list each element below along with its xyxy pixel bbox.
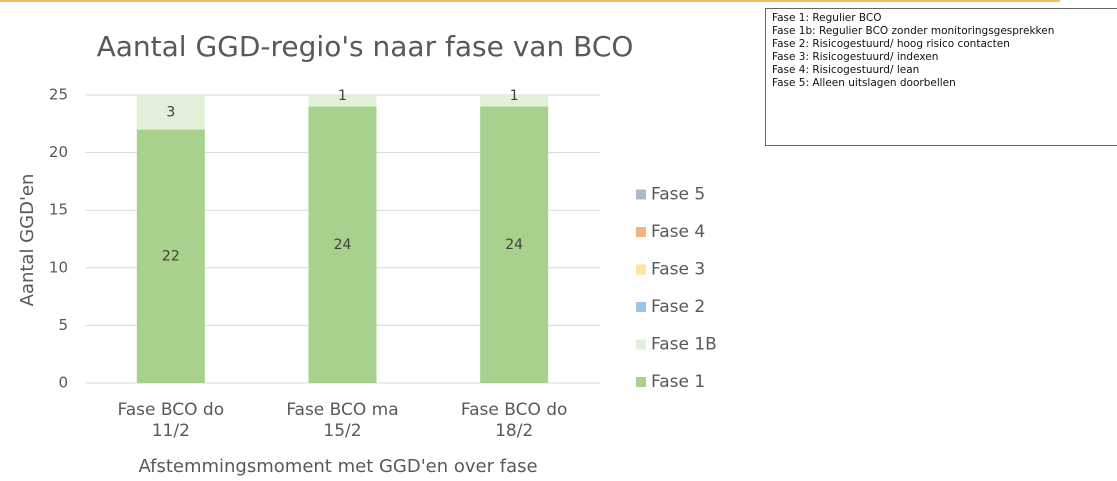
bar-segment <box>136 95 205 130</box>
y-tick-label: 5 <box>58 316 68 334</box>
legend-label: Fase 1B <box>651 335 717 355</box>
legend-label: Fase 2 <box>651 297 705 317</box>
bar-segment <box>480 106 549 384</box>
note-line: Fase 4: Risicogestuurd/ lean <box>772 64 920 76</box>
legend-label: Fase 4 <box>651 222 705 242</box>
note-line: Fase 1b: Regulier BCO zonder monitorings… <box>772 25 1055 37</box>
data-label: 1 <box>338 88 347 104</box>
bar-segment <box>308 95 377 107</box>
y-tick-label: 0 <box>58 374 68 392</box>
x-tick-label: Fase BCO ma 15/2 <box>286 400 399 441</box>
x-tick-label: Fase BCO do 11/2 <box>117 400 225 441</box>
note-line: Fase 3: Risicogestuurd/ indexen <box>772 51 939 63</box>
notes-box: Fase 1: Regulier BCO Fase 1b: Regulier BC… <box>765 8 1117 146</box>
legend-label: Fase 1 <box>651 372 705 392</box>
note-line: Fase 2: Risicogestuurd/ hoog risico cont… <box>772 38 1010 50</box>
note-line: Fase 1: Regulier BCO <box>772 12 882 24</box>
legend-swatch <box>636 302 646 312</box>
legend-label: Fase 3 <box>651 260 705 280</box>
legend-swatch <box>636 264 646 275</box>
legend-swatch <box>636 377 646 387</box>
legend-label: Fase 5 <box>651 185 705 205</box>
data-label: 3 <box>166 104 175 120</box>
y-tick-label: 15 <box>49 201 68 219</box>
legend-swatch <box>636 189 646 200</box>
x-axis-label: Afstemmingsmoment met GGD'en over fase <box>138 456 537 477</box>
data-label: 22 <box>162 248 180 264</box>
y-tick-label: 10 <box>49 258 68 276</box>
x-tick-label: Fase BCO do 18/2 <box>460 400 568 441</box>
note-line: Fase 5: Alleen uitslagen doorbellen <box>772 77 956 89</box>
data-label: 24 <box>334 237 352 253</box>
y-tick-label: 20 <box>49 143 68 161</box>
legend-swatch <box>636 339 646 350</box>
y-tick-label: 25 <box>49 86 68 104</box>
legend-swatch <box>636 227 646 237</box>
bar-segment <box>308 106 377 384</box>
bar-segment <box>136 129 205 383</box>
y-axis-label: Aantal GGD'en <box>17 174 38 307</box>
chart-title: Aantal GGD-regio's naar fase van BCO <box>97 30 634 63</box>
data-label: 24 <box>505 237 523 253</box>
data-label: 1 <box>510 88 519 104</box>
bar-segment <box>480 95 549 107</box>
